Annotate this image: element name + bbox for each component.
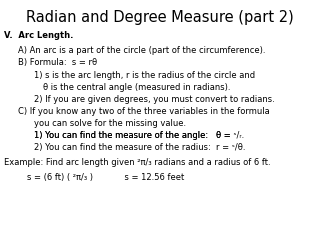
Text: 2) You can find the measure of the radius:  r = ˢ/θ.: 2) You can find the measure of the radiu… [34,143,245,152]
Text: θ is the central angle (measured in radians).: θ is the central angle (measured in radi… [43,83,231,92]
Text: Radian and Degree Measure (part 2): Radian and Degree Measure (part 2) [26,10,294,25]
Text: 2) If you are given degrees, you must convert to radians.: 2) If you are given degrees, you must co… [34,95,274,104]
Text: 1) You can find the measure of the angle:   θ =: 1) You can find the measure of the angle… [34,131,233,140]
Text: V.  Arc Length.: V. Arc Length. [4,31,73,40]
Text: B) Formula:  s = rθ: B) Formula: s = rθ [18,58,97,67]
Text: 1) s is the arc length, r is the radius of the circle and: 1) s is the arc length, r is the radius … [34,71,255,80]
Text: C) If you know any two of the three variables in the formula: C) If you know any two of the three vari… [18,107,269,116]
Text: s = (6 ft) ( ²π/₃ )            s = 12.56 feet: s = (6 ft) ( ²π/₃ ) s = 12.56 feet [27,173,184,182]
Text: A) An arc is a part of the circle (part of the circumference).: A) An arc is a part of the circle (part … [18,46,265,55]
Text: Example: Find arc length given ²π/₃ radians and a radius of 6 ft.: Example: Find arc length given ²π/₃ radi… [4,158,270,168]
Text: 1) You can find the measure of the angle:   θ = ˢ/ᵣ.: 1) You can find the measure of the angle… [34,131,244,140]
Text: you can solve for the missing value.: you can solve for the missing value. [34,119,186,128]
